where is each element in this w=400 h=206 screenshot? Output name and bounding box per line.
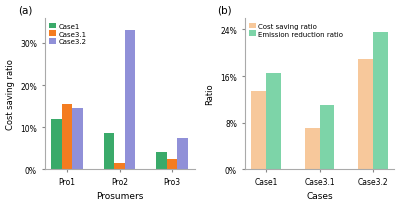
Bar [266,74,281,169]
Bar [52,119,62,169]
Bar [358,59,373,169]
X-axis label: Cases: Cases [306,192,333,200]
Text: (b): (b) [218,6,232,16]
Bar [62,104,72,169]
Legend: Cost saving ratio, Emission reduction ratio: Cost saving ratio, Emission reduction ra… [248,22,345,39]
Bar [305,129,320,169]
Y-axis label: Ratio: Ratio [206,83,215,105]
Bar [251,91,266,169]
Y-axis label: Cost saving ratio: Cost saving ratio [6,59,14,129]
Bar [320,106,334,169]
X-axis label: Prosumers: Prosumers [96,192,143,200]
Bar [177,138,188,169]
Bar [104,134,114,169]
Bar [72,109,83,169]
Bar [114,163,125,169]
Legend: Case1, Case3.1, Case3.2: Case1, Case3.1, Case3.2 [48,22,88,46]
Bar [373,33,388,169]
Bar [156,153,167,169]
Bar [167,159,177,169]
Text: (a): (a) [18,6,32,16]
Bar [125,31,135,169]
